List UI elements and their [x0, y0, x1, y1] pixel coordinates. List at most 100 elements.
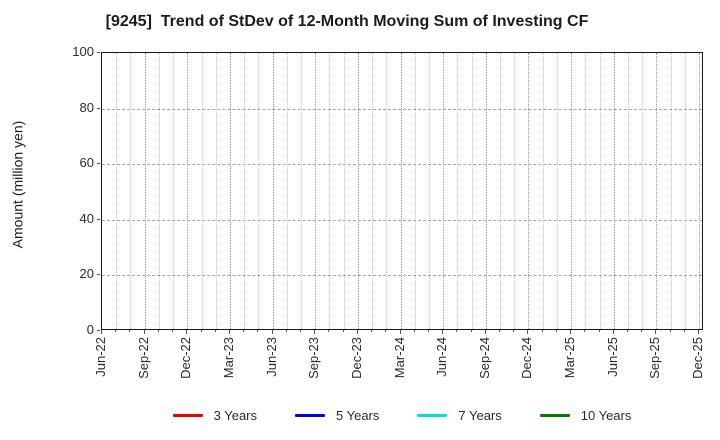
legend-item-10-years: 10 Years [539, 407, 632, 423]
gridline-v-major [230, 53, 231, 329]
x-tick-mark-minor [456, 330, 457, 332]
x-tick-mark-minor [641, 330, 642, 332]
legend: 3 Years 5 Years 7 Years 10 Years [101, 402, 703, 428]
plot-area [101, 52, 703, 330]
gridline-v-minor [173, 53, 174, 329]
x-tick-mark-minor [286, 330, 287, 332]
gridline-v-minor [287, 53, 288, 329]
gridline-v-major [273, 53, 274, 329]
x-tick-mark-minor [300, 330, 301, 332]
x-tick-mark-minor [513, 330, 514, 332]
gridline-v-minor [202, 53, 203, 329]
x-tick-label: Dec-23 [349, 337, 364, 379]
x-tick-mark-major [400, 330, 401, 334]
x-tick-mark-major [485, 330, 486, 334]
gridline-h [102, 109, 702, 110]
x-tick-label: Jun-25 [605, 337, 620, 377]
y-tick-mark [97, 330, 100, 331]
x-tick-label: Mar-25 [562, 337, 577, 379]
gridline-v-minor [386, 53, 387, 329]
gridline-v-minor [642, 53, 643, 329]
x-tick-mark-minor [670, 330, 671, 332]
x-tick-mark-minor [371, 330, 372, 332]
x-tick-label: Jun-22 [93, 337, 108, 377]
x-tick-mark-minor [243, 330, 244, 332]
y-tick-label: 40 [79, 211, 94, 226]
x-tick-mark-minor [599, 330, 600, 332]
x-tick-mark-major [272, 330, 273, 334]
x-tick-mark-major [314, 330, 315, 334]
gridline-v-major [486, 53, 487, 329]
x-tick-label: Jun-23 [264, 337, 279, 377]
gridline-h [102, 220, 702, 221]
x-tick-mark-major [613, 330, 614, 334]
gridline-v-minor [671, 53, 672, 329]
legend-line-3-years [172, 413, 203, 417]
gridline-v-minor [514, 53, 515, 329]
gridline-v-minor [628, 53, 629, 329]
x-tick-label: Mar-24 [392, 337, 407, 379]
y-tick-mark [97, 52, 100, 53]
gridline-v-major [443, 53, 444, 329]
gridline-v-minor [258, 53, 259, 329]
x-tick-mark-major [442, 330, 443, 334]
y-tick-mark [97, 219, 100, 220]
x-tick-label: Dec-22 [178, 337, 193, 379]
y-tick-mark [97, 108, 100, 109]
x-tick-label: Dec-25 [690, 337, 705, 379]
x-tick-mark-minor [328, 330, 329, 332]
y-tick-label: 0 [86, 322, 94, 337]
x-tick-mark-minor [257, 330, 258, 332]
gridline-v-minor [543, 53, 544, 329]
x-tick-mark-minor [414, 330, 415, 332]
legend-line-5-years [295, 413, 325, 417]
legend-line-10-years [539, 413, 570, 417]
gridline-v-minor [130, 53, 131, 329]
gridline-v-minor [600, 53, 601, 329]
x-tick-mark-minor [201, 330, 202, 332]
legend-item-3-years: 3 Years [172, 408, 257, 423]
x-tick-mark-major [655, 330, 656, 334]
legend-label-10-years: 10 Years [580, 407, 632, 423]
x-tick-label: Mar-23 [221, 337, 236, 379]
gridline-v-major [145, 53, 146, 329]
y-tick-label: 100 [72, 44, 94, 59]
gridline-v-major [699, 53, 700, 329]
gridline-v-minor [344, 53, 345, 329]
gridline-v-major [187, 53, 188, 329]
x-tick-mark-major [101, 330, 102, 334]
x-tick-mark-minor [158, 330, 159, 332]
chart-title: [9245] Trend of StDev of 12-Month Moving… [105, 13, 589, 30]
gridline-v-minor [216, 53, 217, 329]
x-tick-mark-minor [584, 330, 585, 332]
legend-item-7-years: 7 Years [417, 408, 502, 423]
x-tick-mark-major [229, 330, 230, 334]
gridline-v-major [614, 53, 615, 329]
x-tick-mark-minor [129, 330, 130, 332]
gridline-v-minor [301, 53, 302, 329]
x-tick-mark-minor [499, 330, 500, 332]
gridline-v-minor [500, 53, 501, 329]
y-tick-mark [97, 274, 100, 275]
gridline-v-major [571, 53, 572, 329]
gridline-h [102, 275, 702, 276]
x-tick-mark-minor [684, 330, 685, 332]
x-tick-mark-major [357, 330, 358, 334]
y-axis-label: Amount (million yen) [9, 120, 26, 249]
gridline-v-minor [585, 53, 586, 329]
gridline-v-minor [372, 53, 373, 329]
legend-item-5-years: 5 Years [295, 408, 379, 423]
x-tick-label: Sep-22 [136, 337, 151, 379]
legend-line-7-years [417, 413, 448, 417]
x-tick-mark-major [698, 330, 699, 334]
gridline-v-minor [244, 53, 245, 329]
gridline-v-minor [457, 53, 458, 329]
x-tick-mark-major [570, 330, 571, 334]
y-tick-label: 80 [79, 100, 94, 115]
gridline-v-minor [159, 53, 160, 329]
gridline-v-major [358, 53, 359, 329]
gridline-v-minor [472, 53, 473, 329]
gridline-h [102, 164, 702, 165]
x-tick-label: Dec-24 [519, 337, 534, 379]
